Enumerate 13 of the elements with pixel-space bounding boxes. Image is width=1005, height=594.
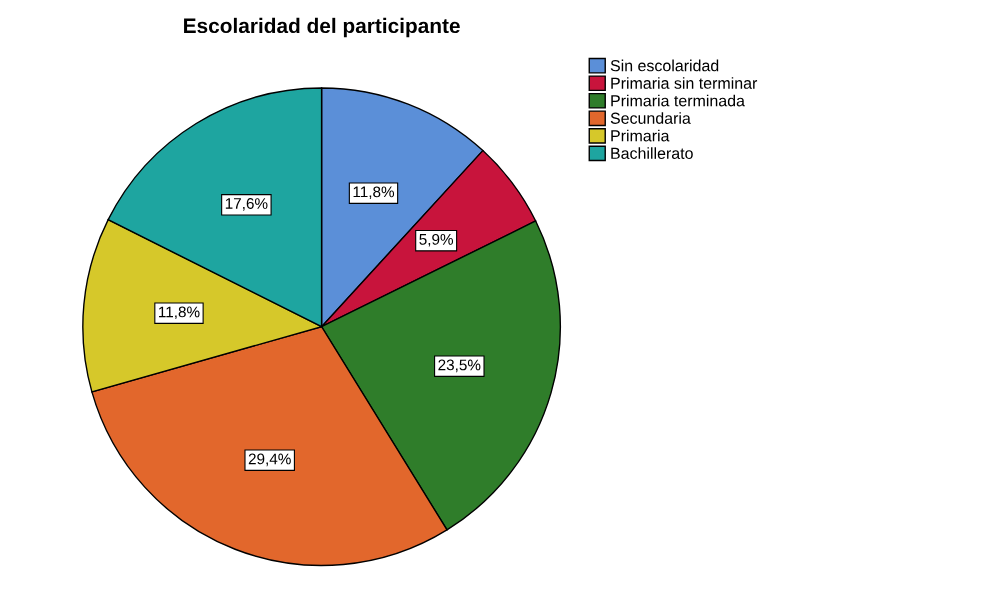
legend-label: Secundaria	[610, 112, 691, 124]
data-label: 11,8%	[353, 186, 395, 200]
data-label: 11,8%	[159, 306, 200, 320]
legend-label: Primaria sin terminar	[611, 77, 758, 89]
data-label: 5,9%	[419, 233, 454, 247]
chart-title: Escolaridad del participante	[184, 17, 460, 38]
legend-label: Sin escolaridad	[610, 59, 719, 72]
legend-label: Primaria	[611, 129, 670, 142]
legend-label: Primaria terminada	[611, 94, 745, 107]
legend-label: Bachillerato	[611, 147, 693, 159]
data-label: 17,6%	[225, 198, 268, 211]
data-label: 23,5%	[438, 359, 481, 373]
data-label: 29,4%	[248, 453, 291, 467]
